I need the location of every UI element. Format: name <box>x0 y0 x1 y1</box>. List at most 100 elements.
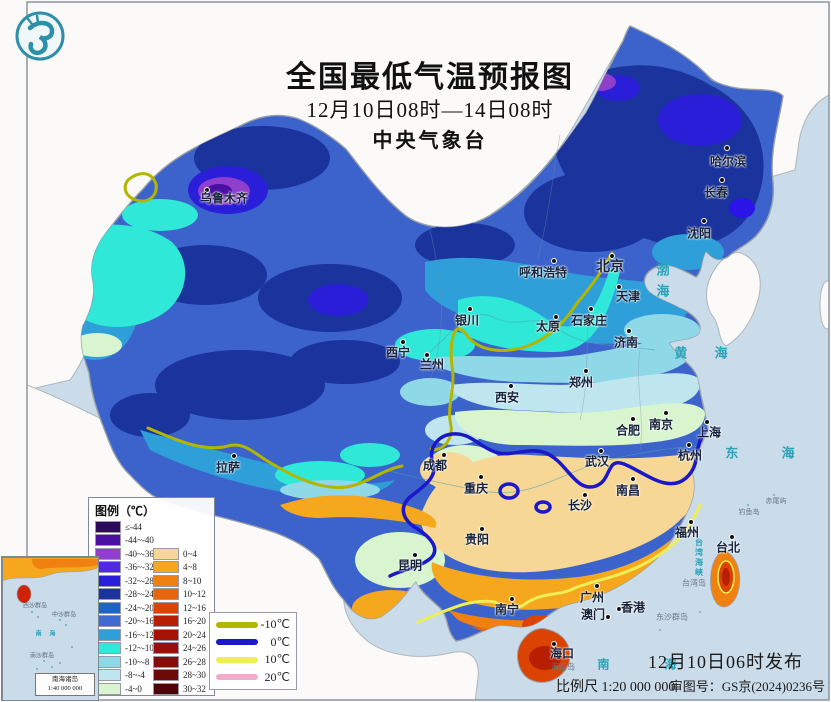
island-label-海南岛: 海南岛 <box>551 662 575 672</box>
contour-line-sample <box>216 639 258 646</box>
taiwan-island <box>710 549 741 608</box>
legend-item-left-12: -4~0 <box>95 682 154 696</box>
legend-label: -16~-12 <box>125 629 154 640</box>
city-label-杭州: 杭州 <box>677 448 703 463</box>
city-dot-郑州 <box>583 368 589 374</box>
forecast-period: 12月10日08时—14日08时 <box>306 98 554 122</box>
legend-label: -8~-4 <box>125 670 145 681</box>
legend-label: 4~8 <box>183 562 197 573</box>
contour-plus10 <box>416 503 702 624</box>
legend-swatch <box>153 628 179 641</box>
legend-item-right-0: 0~4 <box>153 547 206 561</box>
city-label-海口: 海口 <box>549 646 575 661</box>
city-label-呼和浩特: 呼和浩特 <box>518 265 568 280</box>
release-time: 12月10日06时发布 <box>648 652 803 672</box>
city-label-贵阳: 贵阳 <box>464 532 490 547</box>
islets <box>658 493 776 632</box>
city-label-台北: 台北 <box>715 540 741 555</box>
city-dot-长沙 <box>582 492 588 498</box>
legend-label: 10~12 <box>183 589 206 600</box>
city-label-石家庄: 石家庄 <box>570 313 608 328</box>
city-dot-沈阳 <box>701 218 707 224</box>
legend-title: 图例（℃） <box>95 504 156 518</box>
legend-label: 24~26 <box>183 643 206 654</box>
legend-item-right-6: 20~24 <box>153 628 206 642</box>
legend-column-right: 0~4 4~8 8~10 10~12 12~16 16~20 20~24 24~26 26~28… <box>153 547 206 696</box>
legend-swatch <box>153 561 179 574</box>
legend-label: -28~-24 <box>125 589 154 600</box>
inset-map-graphic <box>2 557 98 700</box>
legend-swatch <box>153 642 179 655</box>
contour-legend: -10℃ 0℃ 10℃ 20℃ <box>209 612 297 690</box>
contour-label: 0℃ <box>270 634 290 649</box>
city-label-福州: 福州 <box>674 525 700 540</box>
inset-caption-scale: 1:40 000 000 <box>47 684 83 692</box>
city-label-长春: 长春 <box>703 185 729 200</box>
legend-label: 28~30 <box>183 670 206 681</box>
inset-caption-name: 南海诸岛 <box>52 676 78 683</box>
legend-swatch <box>153 574 179 587</box>
city-dot-拉萨 <box>231 453 237 459</box>
legend-label: -4~0 <box>125 683 142 694</box>
city-label-郑州: 郑州 <box>568 375 594 390</box>
map-frame <box>26 1 830 701</box>
contour-line-sample <box>216 621 258 628</box>
inset-label-南海: 南 海 <box>35 631 59 638</box>
legend-label: 12~16 <box>183 602 206 613</box>
city-dot-北京 <box>609 253 615 259</box>
contour-legend-item-3: 20℃ <box>216 670 290 685</box>
legend-label: -40~-36 <box>125 548 154 559</box>
legend-label: 0~4 <box>183 548 197 559</box>
issuing-agency: 中央气象台 <box>372 130 488 152</box>
contour-legend-item-2: 10℃ <box>216 652 290 667</box>
legend-item-right-7: 24~26 <box>153 642 206 656</box>
legend-swatch <box>153 601 179 614</box>
legend-swatch <box>153 588 179 601</box>
city-dot-成都 <box>441 452 447 458</box>
contour-line-sample <box>216 674 258 681</box>
page-title: 全国最低气温预报图 <box>286 61 574 94</box>
city-label-成都: 成都 <box>422 458 448 473</box>
legend-item-left-7: -20~-16 <box>95 615 154 629</box>
rivers <box>384 313 701 494</box>
legend-item-right-9: 28~30 <box>153 669 206 683</box>
legend-item-left-2: -40~-36 <box>95 547 154 561</box>
legend-swatch <box>153 669 179 682</box>
city-label-昆明: 昆明 <box>397 558 423 573</box>
city-label-西安: 西安 <box>494 390 520 405</box>
city-label-沈阳: 沈阳 <box>686 226 712 241</box>
city-label-香港: 香港 <box>620 600 646 615</box>
city-dot-石家庄 <box>588 306 594 312</box>
legend-item-left-1: -44~-40 <box>95 534 154 548</box>
dragon-media-logo <box>15 11 65 61</box>
legend-label: -36~-32 <box>125 562 154 573</box>
city-label-哈尔滨: 哈尔滨 <box>709 154 747 169</box>
legend-label: -32~-28 <box>125 575 154 586</box>
city-dot-银川 <box>467 306 473 312</box>
legend-item-right-4: 12~16 <box>153 601 206 615</box>
legend-item-left-11: -8~-4 <box>95 669 154 683</box>
contour-label: 10℃ <box>264 652 290 667</box>
city-dot-南昌 <box>630 476 636 482</box>
legend-item-left-6: -24~-20 <box>95 601 154 615</box>
contour-label: -10℃ <box>260 617 290 632</box>
legend-item-left-4: -32~-28 <box>95 574 154 588</box>
sea-label-东海: 东 海 <box>725 445 815 461</box>
city-label-南昌: 南昌 <box>615 483 641 498</box>
city-dot-西宁 <box>400 339 406 345</box>
city-dot-呼和浩特 <box>551 258 557 264</box>
city-label-南京: 南京 <box>648 417 674 432</box>
city-label-乌鲁木齐: 乌鲁木齐 <box>199 191 249 206</box>
island-label-台湾岛: 台湾岛 <box>682 578 706 588</box>
inset-caption: 南海诸岛 1:40 000 000 <box>35 673 95 696</box>
city-label-济南: 济南 <box>613 335 639 350</box>
city-label-澳门: 澳门 <box>580 607 606 622</box>
legend-item-left-5: -28~-24 <box>95 588 154 602</box>
island-label-钓鱼岛: 钓鱼岛 <box>738 509 760 516</box>
city-dot-南京 <box>663 410 669 416</box>
city-label-广州: 广州 <box>579 590 605 605</box>
legend-label: 20~24 <box>183 629 206 640</box>
legend-item-right-8: 26~28 <box>153 655 206 669</box>
temperature-bands <box>81 65 764 641</box>
legend-label: 26~28 <box>183 656 206 667</box>
